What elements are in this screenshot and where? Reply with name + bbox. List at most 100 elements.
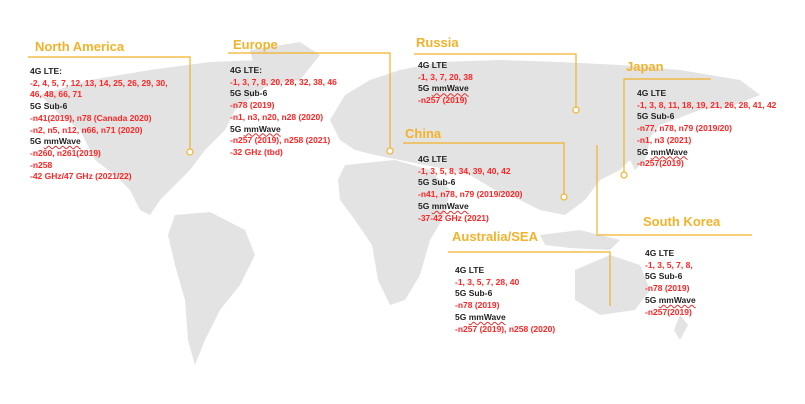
- north-america-leader: [28, 56, 191, 149]
- band-list: -42 GHz/47 GHz (2021/22): [30, 171, 132, 182]
- new-zealand-landmass: [674, 315, 688, 340]
- band-list: -1, 3, 5, 7, 28, 40: [455, 276, 520, 287]
- band-category-label: 5G mmWave: [418, 201, 522, 213]
- band-list: -n260, n261(2019): [30, 147, 101, 158]
- region-title-north-america: North America: [35, 39, 125, 54]
- band-list: -37-42 GHz (2021): [418, 212, 489, 223]
- band-suffix: mmWave: [243, 123, 281, 134]
- band-category-label: 5G mmWave: [645, 295, 696, 307]
- band-suffix: mmWave: [468, 311, 506, 322]
- bands-south-korea: 4G LTE -1, 3, 5, 7, 8, 5G Sub-6 -n78 (2019)…: [645, 248, 696, 318]
- region-title-europe: Europe: [233, 37, 278, 52]
- band-prefix: 5G: [30, 136, 44, 147]
- band-prefix: 5G: [230, 123, 244, 134]
- band-list: -32 GHz (tbd): [230, 146, 283, 157]
- region-title-russia: Russia: [416, 35, 459, 50]
- band-category-label: 5G mmWave: [418, 83, 473, 95]
- region-title-japan: Japan: [626, 59, 664, 74]
- japan-leader: [623, 78, 711, 172]
- band-list: -n257(2019): [645, 306, 692, 317]
- bands-japan: 4G LTE -1, 3, 8, 11, 18, 19, 21, 26, 28, …: [637, 88, 776, 170]
- band-category-label: 5G Sub-6: [30, 101, 68, 112]
- north-america-marker: [186, 148, 194, 156]
- australia-leader: [448, 251, 611, 306]
- region-title-australia-sea: Australia/SEA: [452, 229, 538, 244]
- band-suffix: mmWave: [658, 294, 696, 305]
- band-list: -n257(2019): [637, 158, 684, 169]
- band-list: -1, 3, 5, 7, 8,: [645, 259, 693, 270]
- band-prefix: 5G: [418, 200, 432, 211]
- bands-north-america: 4G LTE: -2, 4, 5, 7, 12, 13, 14, 25, 26, …: [30, 66, 168, 183]
- band-list: -1, 3, 8, 11, 18, 19, 21, 26, 28, 41, 42: [637, 99, 777, 110]
- region-title-china: China: [405, 126, 442, 141]
- south-america-landmass: [168, 212, 255, 365]
- band-category-label: 4G LTE: [418, 60, 448, 70]
- japan-marker: [620, 171, 628, 179]
- band-list: -n78 (2019): [230, 100, 275, 111]
- band-list: -n78 (2019): [645, 283, 690, 294]
- band-suffix: mmWave: [650, 146, 688, 157]
- australia-landmass: [575, 255, 650, 315]
- bands-australia-sea: 4G LTE -1, 3, 5, 7, 28, 40 5G Sub-6 -n78 (2…: [455, 265, 555, 335]
- china-leader: [403, 142, 565, 194]
- band-category-label: 5G Sub-6: [645, 271, 683, 282]
- band-prefix: 5G: [455, 311, 469, 322]
- band-list: -1, 3, 7, 20, 38: [418, 71, 473, 82]
- russia-marker: [572, 106, 580, 114]
- band-list: -n41, n78, n79 (2019/2020): [418, 189, 523, 200]
- band-list: -n77, n78, n79 (2019/20): [637, 123, 732, 134]
- continents: [40, 42, 760, 365]
- band-list: 46, 48, 66, 71: [30, 89, 82, 100]
- south-korea-leader: [596, 145, 752, 236]
- bands-russia: 4G LTE -1, 3, 7, 20, 38 5G mmWave -n257 (20…: [418, 60, 473, 107]
- band-category-label: 5G Sub-6: [230, 88, 268, 99]
- japan-landmass: [630, 130, 650, 170]
- band-category-label: 4G LTE: [418, 154, 448, 164]
- band-category-label: 4G LTE: [645, 248, 675, 258]
- band-category-label: 5G Sub-6: [418, 177, 456, 188]
- band-list: -n258: [30, 159, 53, 170]
- band-list: -n257 (2019), n258 (2021): [230, 135, 331, 146]
- band-suffix: mmWave: [43, 136, 81, 147]
- band-category-label: 5G mmWave: [455, 312, 555, 324]
- band-list: -n1, n3, n20, n28 (2020): [230, 111, 324, 122]
- band-prefix: 5G: [418, 83, 432, 94]
- russia-leader: [414, 53, 577, 107]
- band-list: -1, 3, 7, 8, 20, 28, 32, 38, 46: [230, 76, 337, 87]
- band-suffix: mmWave: [431, 200, 469, 211]
- europe-leader: [228, 52, 391, 148]
- band-list: -n78 (2019): [455, 300, 500, 311]
- europe-marker: [386, 147, 394, 155]
- band-list: -2, 4, 5, 7, 12, 13, 14, 25, 26, 29, 30,: [30, 77, 168, 88]
- africa-landmass: [338, 160, 450, 305]
- band-list: -n1, n3 (2021): [637, 134, 692, 145]
- europe-asia-landmass: [330, 60, 760, 215]
- north-america-landmass: [40, 60, 280, 215]
- band-category-label: 4G LTE: [637, 88, 667, 98]
- band-list: -n41(2019), n78 (Canada 2020): [30, 112, 152, 123]
- china-marker: [560, 193, 568, 201]
- bands-china: 4G LTE -1, 3, 5, 8, 34, 39, 40, 42 5G Sub-…: [418, 154, 522, 224]
- band-category-label: 4G LTE:: [230, 65, 262, 75]
- band-category-label: 5G Sub-6: [455, 288, 493, 299]
- band-category-label: 5G mmWave: [30, 136, 168, 148]
- band-category-label: 4G LTE:: [30, 66, 62, 76]
- band-list: -n2, n5, n12, n66, n71 (2020): [30, 124, 143, 135]
- leader-lines: [28, 52, 752, 306]
- band-list: -n257 (2019): [418, 95, 468, 106]
- band-category-label: 4G LTE: [455, 265, 485, 275]
- band-suffix: mmWave: [431, 83, 469, 94]
- band-category-label: 5G Sub-6: [637, 111, 675, 122]
- bands-europe: 4G LTE: -1, 3, 7, 8, 20, 28, 32, 38, 46 5G…: [230, 65, 337, 159]
- band-prefix: 5G: [645, 294, 659, 305]
- band-prefix: 5G: [637, 146, 651, 157]
- indonesia-landmass: [540, 230, 620, 250]
- band-list: -1, 3, 5, 8, 34, 39, 40, 42: [418, 165, 511, 176]
- band-category-label: 5G mmWave: [637, 147, 776, 159]
- band-list: -n257 (2019), n258 (2020): [455, 323, 556, 334]
- region-title-south-korea: South Korea: [643, 214, 721, 229]
- band-category-label: 5G mmWave: [230, 124, 337, 136]
- location-markers: [186, 106, 628, 201]
